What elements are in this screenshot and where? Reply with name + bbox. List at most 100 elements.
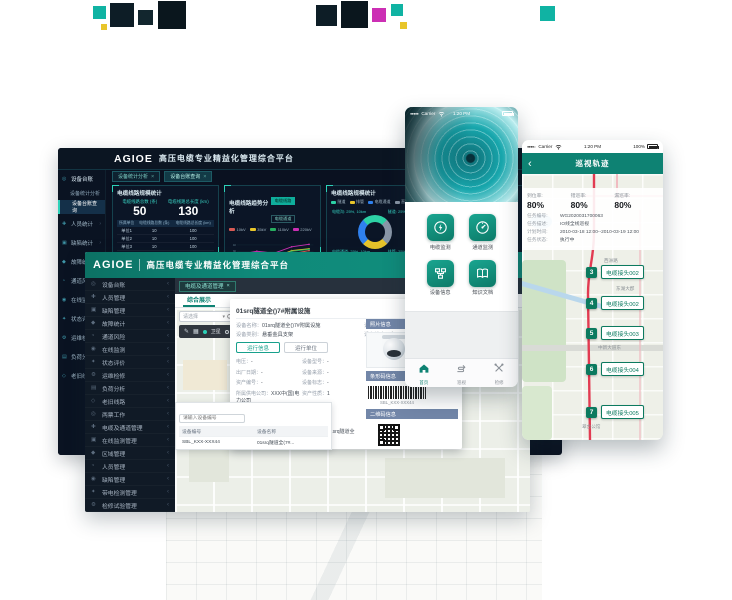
app-shortcut[interactable]: 知识文档 xyxy=(469,259,497,296)
sidebar-item-label: 运维检修 xyxy=(102,373,126,380)
wifi-icon xyxy=(556,144,562,149)
info-value: IO线全线巡视 xyxy=(560,222,590,227)
marker-number: 3 xyxy=(586,266,597,278)
tabbar-item-route[interactable]: 巡视 xyxy=(455,361,467,386)
map-block xyxy=(385,458,505,498)
gauge-icon[interactable] xyxy=(469,214,497,241)
menu-icon: ◉ xyxy=(91,346,96,352)
sidebar-item[interactable]: ◆ 故障统计 ‹ xyxy=(85,317,175,330)
book-icon[interactable] xyxy=(469,259,497,287)
trend-toggle-button[interactable]: 电缆线路 xyxy=(270,197,296,205)
info-value: 执行中 xyxy=(560,238,575,243)
sidebar-item[interactable]: ◉ 在线监测 ‹ xyxy=(85,343,175,356)
tab-label: 首页 xyxy=(419,379,429,385)
patrol-map[interactable]: 西洲路 东湖大郡 中新大道东 翠合公馆 3 电缆接头002 4 电缆接头002 5 电… xyxy=(522,174,663,440)
menu-icon: ◆ xyxy=(91,320,96,326)
sidebar-item[interactable]: ◎ 设备台账 ‹ xyxy=(85,278,175,291)
dialog-tab-button[interactable]: 运行单位 xyxy=(284,342,328,353)
close-icon[interactable]: × xyxy=(151,173,155,180)
map-marker[interactable]: 6 电缆接头004 xyxy=(586,362,644,376)
menu-icon: ✚ xyxy=(91,294,96,300)
panel-title: 电缆线路趋势分析 xyxy=(229,201,269,215)
menu-icon: ⚙ xyxy=(62,334,67,341)
back-chevron-icon[interactable]: ‹ xyxy=(528,157,532,170)
app-shortcut[interactable]: 通道监测 xyxy=(469,214,497,251)
platform-title: 高压电缆专业精益化管理综合平台 xyxy=(146,260,289,270)
column-header: 电缆线路总数 (条) xyxy=(136,220,173,227)
sidebar-item[interactable]: ✦ 带电检测管理 ‹ xyxy=(85,486,175,499)
sidebar-item-device-ledger[interactable]: ◎ 设备台账 xyxy=(62,176,94,183)
table-row: 单位3 10 100 xyxy=(117,242,214,251)
draw-icon[interactable]: ✎ xyxy=(184,329,190,335)
sidebar-item[interactable]: ✚ 人员管理 ‹ xyxy=(85,291,175,304)
device-list-table: 设备编号 设备名称 SBL_KXX-XXX44 01srq隧道全(7#... xyxy=(179,426,328,448)
sidebar-subitem[interactable]: 设备台账查询 xyxy=(58,200,105,214)
map-marker[interactable]: 5 电缆接头003 xyxy=(586,326,644,340)
sidebar-subitem[interactable]: 设备统计分析 xyxy=(70,190,101,197)
stat-value: 80% xyxy=(527,200,545,210)
sidebar-item[interactable]: ◇ 老旧线路 ‹ xyxy=(85,395,175,408)
table-row: 单位2 10 100 xyxy=(117,234,214,243)
list-item[interactable]: SBL_KXX-XXX44 01srq隧道全(7#... xyxy=(179,436,328,448)
sidebar-item[interactable]: ✚ 电缆及通道管理 ‹ xyxy=(85,421,175,434)
app-shortcut[interactable]: 设备信息 xyxy=(426,259,454,296)
info-label: 任务状态: xyxy=(527,238,548,243)
radio-street[interactable] xyxy=(224,329,229,334)
sidebar-item[interactable]: ◉ 缺陷管理 ‹ xyxy=(85,473,175,486)
close-icon[interactable]: × xyxy=(226,283,230,289)
tabbar-item-home[interactable]: 首页 xyxy=(418,361,430,386)
svg-text:30: 30 xyxy=(233,249,237,253)
dashboard-tab[interactable]: 设备统计分析 × xyxy=(112,171,161,182)
dashboard-tabbar: 设备统计分析 × 设备台账查询 × xyxy=(112,170,216,183)
legend-item: 排管 xyxy=(349,199,364,205)
carrier-label: Carrier xyxy=(421,111,436,116)
sidebar-item[interactable]: ◔ 通道风险 ‹ xyxy=(85,330,175,343)
legend-item: 电缆通道 xyxy=(368,199,391,205)
map-search-select[interactable]: 请选择 ▾ xyxy=(179,311,237,322)
sidebar-item[interactable]: ◆ 区域管理 ‹ xyxy=(85,447,175,460)
info-value: WG2020031700063 xyxy=(560,214,603,219)
sidebar-item[interactable]: ✦ 状态评价 ‹ xyxy=(85,356,175,369)
stat-value: 130 xyxy=(178,204,199,218)
dialog-tab-button[interactable]: 运行信息 xyxy=(236,342,280,353)
section-qrcode-header: 二维码信息 xyxy=(366,409,458,419)
donut-callout: 隧道: 25%, 10km xyxy=(387,209,418,214)
qrcode-image xyxy=(378,424,400,446)
sidebar-item-label: 老旧线路 xyxy=(102,399,126,406)
sidebar-item[interactable]: ▣ 缺陷统计 › xyxy=(62,239,101,247)
trend-toggle-button[interactable]: 电缆通道 xyxy=(270,215,296,223)
map-marker[interactable]: 3 电缆接头002 xyxy=(586,265,644,279)
menu-icon: ▣ xyxy=(91,307,97,313)
tabbar-item-tools[interactable]: 检修 xyxy=(493,361,505,386)
app-shortcut[interactable]: 电缆监测 xyxy=(426,214,454,251)
sidebar-item[interactable]: ◎ 两票工作 ‹ xyxy=(85,408,175,421)
menu-icon: ◉ xyxy=(91,476,96,482)
menu-icon: ⚙ xyxy=(91,372,96,378)
legend-item: 35kV xyxy=(249,227,266,232)
sidebar-item[interactable]: ▣ 在线监测管理 ‹ xyxy=(85,434,175,447)
sidebar-item[interactable]: ⚙ 运维检修 ‹ xyxy=(85,369,175,382)
decor-tile xyxy=(540,6,555,21)
map-marker[interactable]: 7 电缆接头005 xyxy=(586,405,644,419)
chevron-icon: ‹ xyxy=(167,372,169,378)
subtab-overview[interactable]: 综合展示 xyxy=(183,294,216,307)
tab-cable-channel-mgmt[interactable]: 电缆及通道管理 × xyxy=(179,280,236,292)
menu-icon: ◔ xyxy=(62,277,66,284)
sidebar-item[interactable]: ⚙ 检修试验管理 ‹ xyxy=(85,499,175,512)
dialog-field: 设备标志：- xyxy=(302,380,329,386)
sidebar-item[interactable]: ✚ 人员统计 › xyxy=(62,220,101,228)
lightning-icon[interactable] xyxy=(426,214,454,241)
map-marker[interactable]: 4 电缆接头002 xyxy=(586,296,644,310)
sidebar-item-label: 缺陷管理 xyxy=(102,308,126,315)
devices-icon[interactable] xyxy=(426,259,454,287)
close-icon[interactable]: × xyxy=(203,173,207,180)
device-search-input[interactable] xyxy=(179,414,245,423)
sidebar-item[interactable]: ▤ 负荷分析 ‹ xyxy=(85,382,175,395)
radio-satellite[interactable] xyxy=(202,329,207,334)
sidebar-item[interactable]: ▣ 缺陷管理 ‹ xyxy=(85,304,175,317)
dashboard-tab[interactable]: 设备台账查询 × xyxy=(164,171,213,182)
dialog-field: 资产性质：1 xyxy=(302,390,330,397)
sidebar-item[interactable]: ◔ 人员管理 ‹ xyxy=(85,460,175,473)
layers-icon[interactable]: ▦ xyxy=(193,329,199,335)
tools-icon xyxy=(493,361,505,379)
